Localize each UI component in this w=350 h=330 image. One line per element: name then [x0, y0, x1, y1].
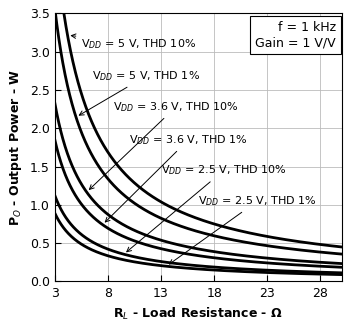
Text: f = 1 kHz
Gain = 1 V/V: f = 1 kHz Gain = 1 V/V	[255, 21, 336, 50]
Text: V$_{DD}$ = 2.5 V, THD 10%: V$_{DD}$ = 2.5 V, THD 10%	[127, 163, 287, 252]
X-axis label: R$_L$ - Load Resistance - Ω: R$_L$ - Load Resistance - Ω	[113, 306, 283, 322]
Text: V$_{DD}$ = 5 V, THD 10%: V$_{DD}$ = 5 V, THD 10%	[71, 34, 196, 51]
Text: V$_{DD}$ = 3.6 V, THD 10%: V$_{DD}$ = 3.6 V, THD 10%	[90, 100, 239, 189]
Text: V$_{DD}$ = 3.6 V, THD 1%: V$_{DD}$ = 3.6 V, THD 1%	[105, 133, 248, 222]
Y-axis label: P$_O$ - Output Power - W: P$_O$ - Output Power - W	[8, 69, 24, 226]
Text: V$_{DD}$ = 2.5 V, THD 1%: V$_{DD}$ = 2.5 V, THD 1%	[169, 194, 317, 264]
Text: V$_{DD}$ = 5 V, THD 1%: V$_{DD}$ = 5 V, THD 1%	[79, 69, 200, 115]
